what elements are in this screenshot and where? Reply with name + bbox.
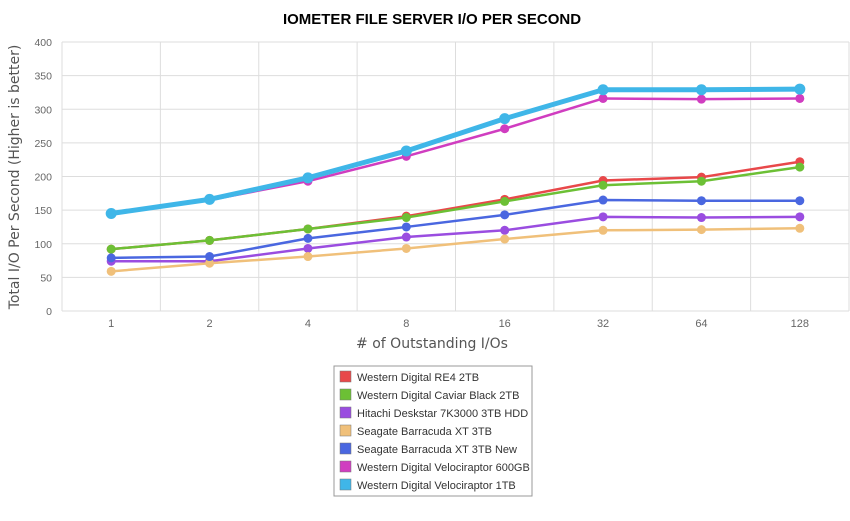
data-point	[401, 213, 411, 223]
data-point	[105, 207, 117, 219]
data-point	[303, 233, 313, 243]
legend-label: Hitachi Deskstar 7K3000 3TB HDD	[357, 408, 528, 420]
legend-swatch	[339, 388, 352, 401]
data-point	[205, 252, 215, 262]
data-point	[598, 180, 608, 190]
legend-swatch	[339, 424, 352, 437]
data-point	[795, 196, 805, 206]
series-line	[109, 227, 802, 273]
series-line	[108, 86, 803, 216]
series-5	[106, 195, 805, 263]
x-tick-label: 128	[791, 318, 809, 330]
data-point	[499, 113, 511, 125]
x-axis-ticks: 1 2 4 8 16 32 64 128	[108, 318, 809, 330]
legend-swatch	[339, 460, 352, 473]
series-4	[106, 223, 805, 276]
data-point	[598, 212, 608, 222]
data-point	[500, 234, 510, 244]
data-point	[400, 145, 412, 157]
legend-label: Western Digital RE4 2TB	[357, 372, 479, 384]
data-point	[500, 196, 510, 206]
data-point	[696, 213, 706, 223]
series-line	[109, 215, 802, 263]
data-point	[695, 84, 707, 96]
legend-label: Western Digital Velociraptor 1TB	[357, 480, 516, 492]
data-point	[303, 224, 313, 234]
data-point	[598, 195, 608, 205]
data-point	[303, 252, 313, 262]
y-tick-label: 100	[34, 239, 52, 251]
series-line	[109, 165, 802, 251]
series-lines	[105, 83, 806, 276]
legend-swatch	[339, 478, 352, 491]
data-point	[106, 253, 116, 263]
data-point	[598, 93, 608, 103]
data-point	[205, 258, 215, 268]
series-2	[106, 162, 805, 254]
y-tick-label: 250	[34, 138, 52, 150]
data-point	[696, 225, 706, 235]
series-line	[109, 198, 802, 260]
data-point	[696, 176, 706, 186]
y-axis-ticks: 0 50 100 150 200 250 300 350 400	[34, 37, 52, 318]
data-point	[696, 196, 706, 206]
x-axis-label: # of Outstanding I/Os	[356, 336, 508, 352]
data-point	[401, 243, 411, 253]
chart-title: IOMETER FILE SERVER I/O PER SECOND	[283, 11, 581, 28]
data-point	[500, 225, 510, 235]
data-point	[205, 235, 215, 245]
data-point	[106, 244, 116, 254]
x-tick-label: 4	[305, 318, 311, 330]
x-tick-label: 2	[207, 318, 213, 330]
data-point	[401, 232, 411, 242]
data-point	[795, 93, 805, 103]
data-point	[794, 83, 806, 95]
data-point	[204, 193, 216, 205]
legend-swatch	[339, 406, 352, 419]
y-tick-label: 300	[34, 104, 52, 116]
legend-label: Western Digital Caviar Black 2TB	[357, 390, 519, 402]
data-point	[303, 243, 313, 253]
series-7	[105, 83, 806, 219]
data-point	[795, 162, 805, 172]
legend-label: Seagate Barracuda XT 3TB	[357, 426, 492, 438]
y-axis-label: Total I/O Per Second (Higher is better)	[7, 45, 23, 311]
data-point	[401, 222, 411, 232]
data-point	[795, 212, 805, 222]
legend-label: Seagate Barracuda XT 3TB New	[357, 444, 517, 456]
legend-swatch	[339, 370, 352, 383]
y-tick-label: 400	[34, 37, 52, 49]
data-point	[500, 210, 510, 220]
data-point	[597, 84, 609, 96]
legend: Western Digital RE4 2TB Western Digital C…	[333, 365, 533, 497]
y-tick-label: 50	[40, 272, 52, 284]
legend-box	[333, 365, 533, 497]
data-point	[696, 94, 706, 104]
legend-swatch	[339, 442, 352, 455]
y-tick-label: 150	[34, 205, 52, 217]
y-tick-label: 350	[34, 71, 52, 83]
data-point	[795, 223, 805, 233]
x-tick-label: 32	[597, 318, 609, 330]
y-tick-label: 200	[34, 172, 52, 184]
data-point	[302, 172, 314, 184]
x-tick-label: 16	[499, 318, 511, 330]
data-point	[500, 124, 510, 134]
legend-label: Western Digital Velociraptor 600GB	[357, 462, 530, 474]
data-point	[106, 266, 116, 276]
y-tick-label: 0	[46, 306, 52, 318]
x-tick-label: 1	[108, 318, 114, 330]
x-tick-label: 8	[403, 318, 409, 330]
x-tick-label: 64	[695, 318, 707, 330]
data-point	[598, 225, 608, 235]
